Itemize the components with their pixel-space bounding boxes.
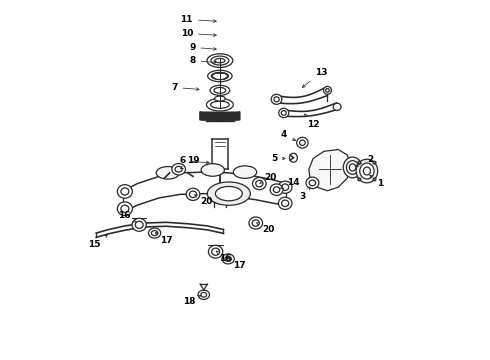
Text: 16: 16 [216,251,232,263]
Ellipse shape [148,228,161,238]
Ellipse shape [278,197,292,210]
Text: 11: 11 [180,15,216,24]
Ellipse shape [190,191,196,198]
Text: 20: 20 [260,173,277,184]
Ellipse shape [214,87,226,93]
Text: 7: 7 [171,83,199,92]
Ellipse shape [273,187,280,193]
Ellipse shape [281,111,286,115]
Ellipse shape [296,137,308,148]
Ellipse shape [207,54,233,67]
Ellipse shape [210,85,230,95]
Ellipse shape [364,167,370,175]
Ellipse shape [211,72,228,80]
Ellipse shape [132,219,147,231]
Ellipse shape [135,221,143,228]
Ellipse shape [216,198,224,202]
Ellipse shape [333,103,341,111]
Ellipse shape [358,161,361,164]
Ellipse shape [271,94,282,104]
Ellipse shape [282,184,289,190]
Ellipse shape [233,166,257,179]
Ellipse shape [256,180,263,187]
Ellipse shape [282,200,289,207]
Ellipse shape [216,186,243,201]
Ellipse shape [360,163,374,179]
Ellipse shape [206,98,233,111]
Text: 6: 6 [179,157,209,166]
Ellipse shape [208,245,223,258]
Text: 4: 4 [281,130,295,141]
Text: 19: 19 [180,157,199,169]
Ellipse shape [212,196,227,204]
Text: 10: 10 [181,29,216,38]
Ellipse shape [346,161,359,174]
Ellipse shape [252,220,259,226]
Text: 18: 18 [183,295,201,306]
Text: 13: 13 [302,68,327,87]
Ellipse shape [156,167,179,179]
Text: 16: 16 [119,211,136,222]
Ellipse shape [186,188,200,201]
Text: 17: 17 [155,233,172,245]
Text: 15: 15 [88,235,107,249]
Ellipse shape [290,153,297,162]
Ellipse shape [215,58,225,63]
Text: 12: 12 [305,114,319,129]
Text: 3: 3 [299,187,310,201]
Ellipse shape [212,248,220,255]
Ellipse shape [270,184,283,195]
Text: 9: 9 [189,43,216,52]
Ellipse shape [198,290,210,300]
Polygon shape [309,149,351,191]
Text: 1: 1 [370,175,383,188]
Ellipse shape [349,164,356,171]
Text: 14: 14 [281,178,300,188]
Ellipse shape [121,205,129,212]
Ellipse shape [343,157,362,178]
Ellipse shape [306,177,319,189]
Ellipse shape [208,70,232,82]
Ellipse shape [356,159,378,183]
Ellipse shape [279,108,289,118]
Ellipse shape [358,178,361,181]
Ellipse shape [373,178,376,181]
Ellipse shape [117,185,132,198]
Ellipse shape [323,86,331,94]
Ellipse shape [117,202,132,216]
Text: 5: 5 [271,154,285,163]
Ellipse shape [201,292,207,297]
Ellipse shape [299,140,305,145]
Ellipse shape [201,164,224,176]
Ellipse shape [278,181,292,193]
Text: 20: 20 [256,223,274,234]
Ellipse shape [252,177,266,190]
Ellipse shape [326,89,329,92]
Ellipse shape [175,166,182,172]
Ellipse shape [211,101,229,108]
Ellipse shape [274,97,279,102]
Ellipse shape [309,180,316,186]
Ellipse shape [151,230,158,235]
Ellipse shape [373,161,376,164]
Ellipse shape [249,217,263,229]
Text: 20: 20 [195,195,213,206]
Ellipse shape [172,163,186,175]
Ellipse shape [225,256,231,261]
Ellipse shape [222,254,234,264]
Text: 17: 17 [228,258,246,270]
Ellipse shape [207,182,250,205]
Ellipse shape [121,188,129,195]
Ellipse shape [211,56,229,65]
Text: 2: 2 [356,155,373,166]
Text: 8: 8 [189,56,216,65]
Ellipse shape [215,96,225,101]
